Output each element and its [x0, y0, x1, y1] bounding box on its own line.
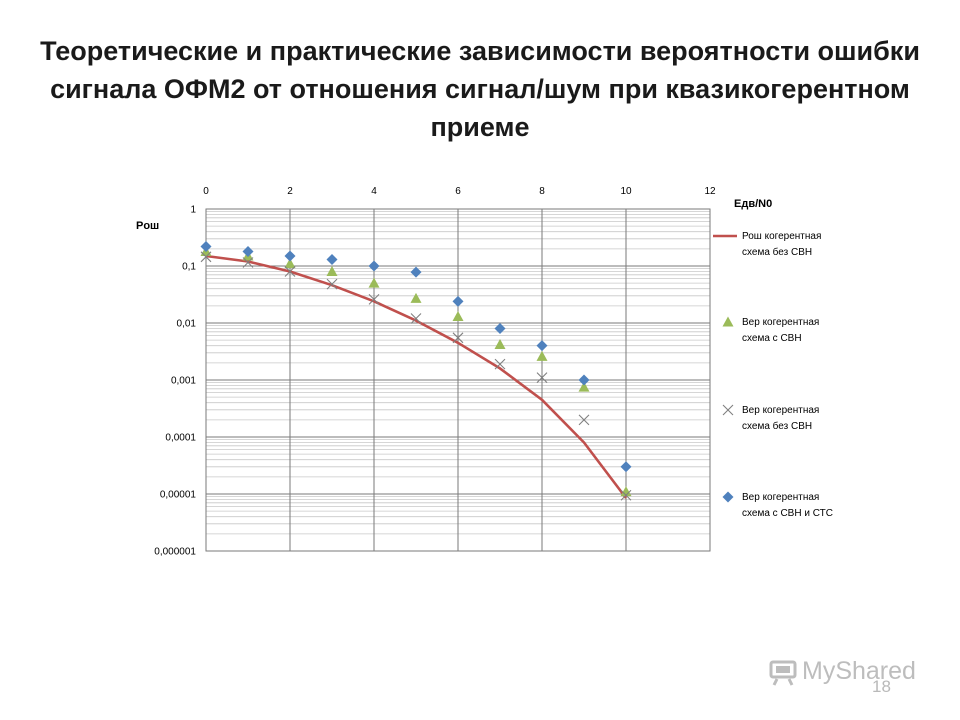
data-point: [200, 251, 212, 263]
data-point: [368, 293, 380, 305]
x-marker-stroke: [452, 332, 464, 344]
x-marker-stroke: [284, 266, 296, 277]
data-point: [326, 254, 338, 266]
x-tick-label: 12: [704, 186, 716, 197]
series-2: [200, 251, 632, 501]
data-point: [242, 257, 254, 268]
y-tick-label: 0,1: [182, 262, 196, 273]
legend-label-line: Рош когерентная: [742, 231, 821, 242]
data-point: [494, 358, 506, 370]
watermark: MyShared: [768, 656, 916, 686]
data-point: [410, 292, 422, 303]
data-point: [326, 266, 338, 277]
data-point: [620, 461, 632, 473]
data-point: [410, 313, 422, 324]
x-axis-ticks: 0 2 4 6 8 10 12: [203, 186, 716, 197]
x-marker-stroke: [410, 313, 422, 324]
x-tick-label: 2: [287, 186, 293, 197]
x-marker-stroke: [722, 404, 734, 416]
legend-item: Вер когерентная схема с СВН: [722, 316, 819, 344]
data-point: [284, 258, 296, 269]
x-axis-title: Eдв/N0: [734, 198, 772, 210]
data-point: [536, 340, 548, 352]
legend-label: Вер когерентная схема с СВН: [742, 317, 819, 344]
data-point: [452, 295, 464, 307]
data-point: [452, 332, 464, 344]
legend-item: Вер когерентная схема без СВН: [722, 404, 819, 432]
data-point: [620, 486, 632, 497]
data-point: [578, 381, 590, 392]
legend-item: Рош когерентная схема без СВН: [713, 231, 821, 258]
y-tick-label: 0,001: [171, 376, 196, 387]
data-point: [494, 323, 506, 335]
legend-marker: [722, 491, 734, 503]
grid-lines: [205, 208, 711, 552]
data-point: [452, 311, 464, 322]
legend-label-line: Вер когерентная: [742, 492, 819, 503]
x-marker-stroke: [242, 257, 254, 268]
series-3: [200, 240, 632, 473]
legend-label: Вер когерентная схема без СВН: [742, 405, 819, 432]
y-tick-label: 0,01: [177, 319, 197, 330]
x-marker-stroke: [536, 372, 548, 384]
legend-label: Вер когерентная схема с СВН и СТС: [742, 492, 833, 519]
legend-item: Вер когерентная схема с СВН и СТС: [722, 491, 833, 519]
data-point: [578, 374, 590, 386]
data-point: [284, 250, 296, 262]
x-tick-label: 8: [539, 186, 545, 197]
legend-label-line: схема без СВН: [742, 420, 812, 432]
x-marker-stroke: [200, 251, 212, 263]
data-point: [494, 338, 506, 349]
x-tick-label: 6: [455, 186, 461, 197]
y-axis-title: Pош: [136, 220, 159, 232]
x-tick-label: 10: [620, 186, 632, 197]
x-marker-stroke: [578, 414, 590, 426]
legend-label-line: схема с СВН и СТС: [742, 508, 833, 519]
x-marker-stroke: [494, 358, 506, 370]
x-tick-label: 4: [371, 186, 377, 197]
projector-logo-icon: [769, 660, 797, 686]
legend-marker: [722, 316, 734, 327]
series-0: [205, 254, 628, 499]
x-marker-stroke: [368, 293, 380, 305]
x-marker-stroke: [326, 278, 338, 290]
data-point: [368, 260, 380, 272]
slide-title: Теоретические и практические зависимости…: [40, 36, 920, 142]
data-point: [284, 266, 296, 277]
x-tick-label: 0: [203, 186, 209, 197]
legend-label: Рош когерентная схема без СВН: [742, 231, 821, 258]
data-point: [620, 489, 632, 501]
data-point: [368, 277, 380, 288]
data-point: [200, 240, 212, 252]
data-point: [242, 245, 254, 257]
watermark-text: MyShared: [802, 656, 916, 685]
legend-label-line: схема без СВН: [742, 246, 812, 258]
legend-label-line: Вер когерентная: [742, 317, 819, 328]
data-point: [536, 372, 548, 384]
page-number: 18: [872, 677, 891, 696]
y-tick-label: 0,00001: [160, 490, 197, 501]
data-point: [326, 278, 338, 290]
data-point: [410, 266, 422, 278]
y-axis-ticks: 1 0,1 0,01 0,001 0,0001 0,00001 0,000001: [154, 205, 196, 558]
y-tick-label: 0,0001: [165, 433, 196, 444]
x-marker-stroke: [620, 489, 632, 501]
data-point: [536, 350, 548, 361]
data-point: [578, 414, 590, 426]
y-tick-label: 1: [190, 205, 196, 216]
y-tick-label: 0,000001: [154, 547, 196, 558]
legend-label-line: схема с СВН: [742, 333, 802, 344]
series-line: [205, 254, 628, 499]
series-layer: [200, 240, 632, 501]
legend-marker: [722, 404, 734, 416]
legend-label-line: Вер когерентная: [742, 405, 819, 416]
